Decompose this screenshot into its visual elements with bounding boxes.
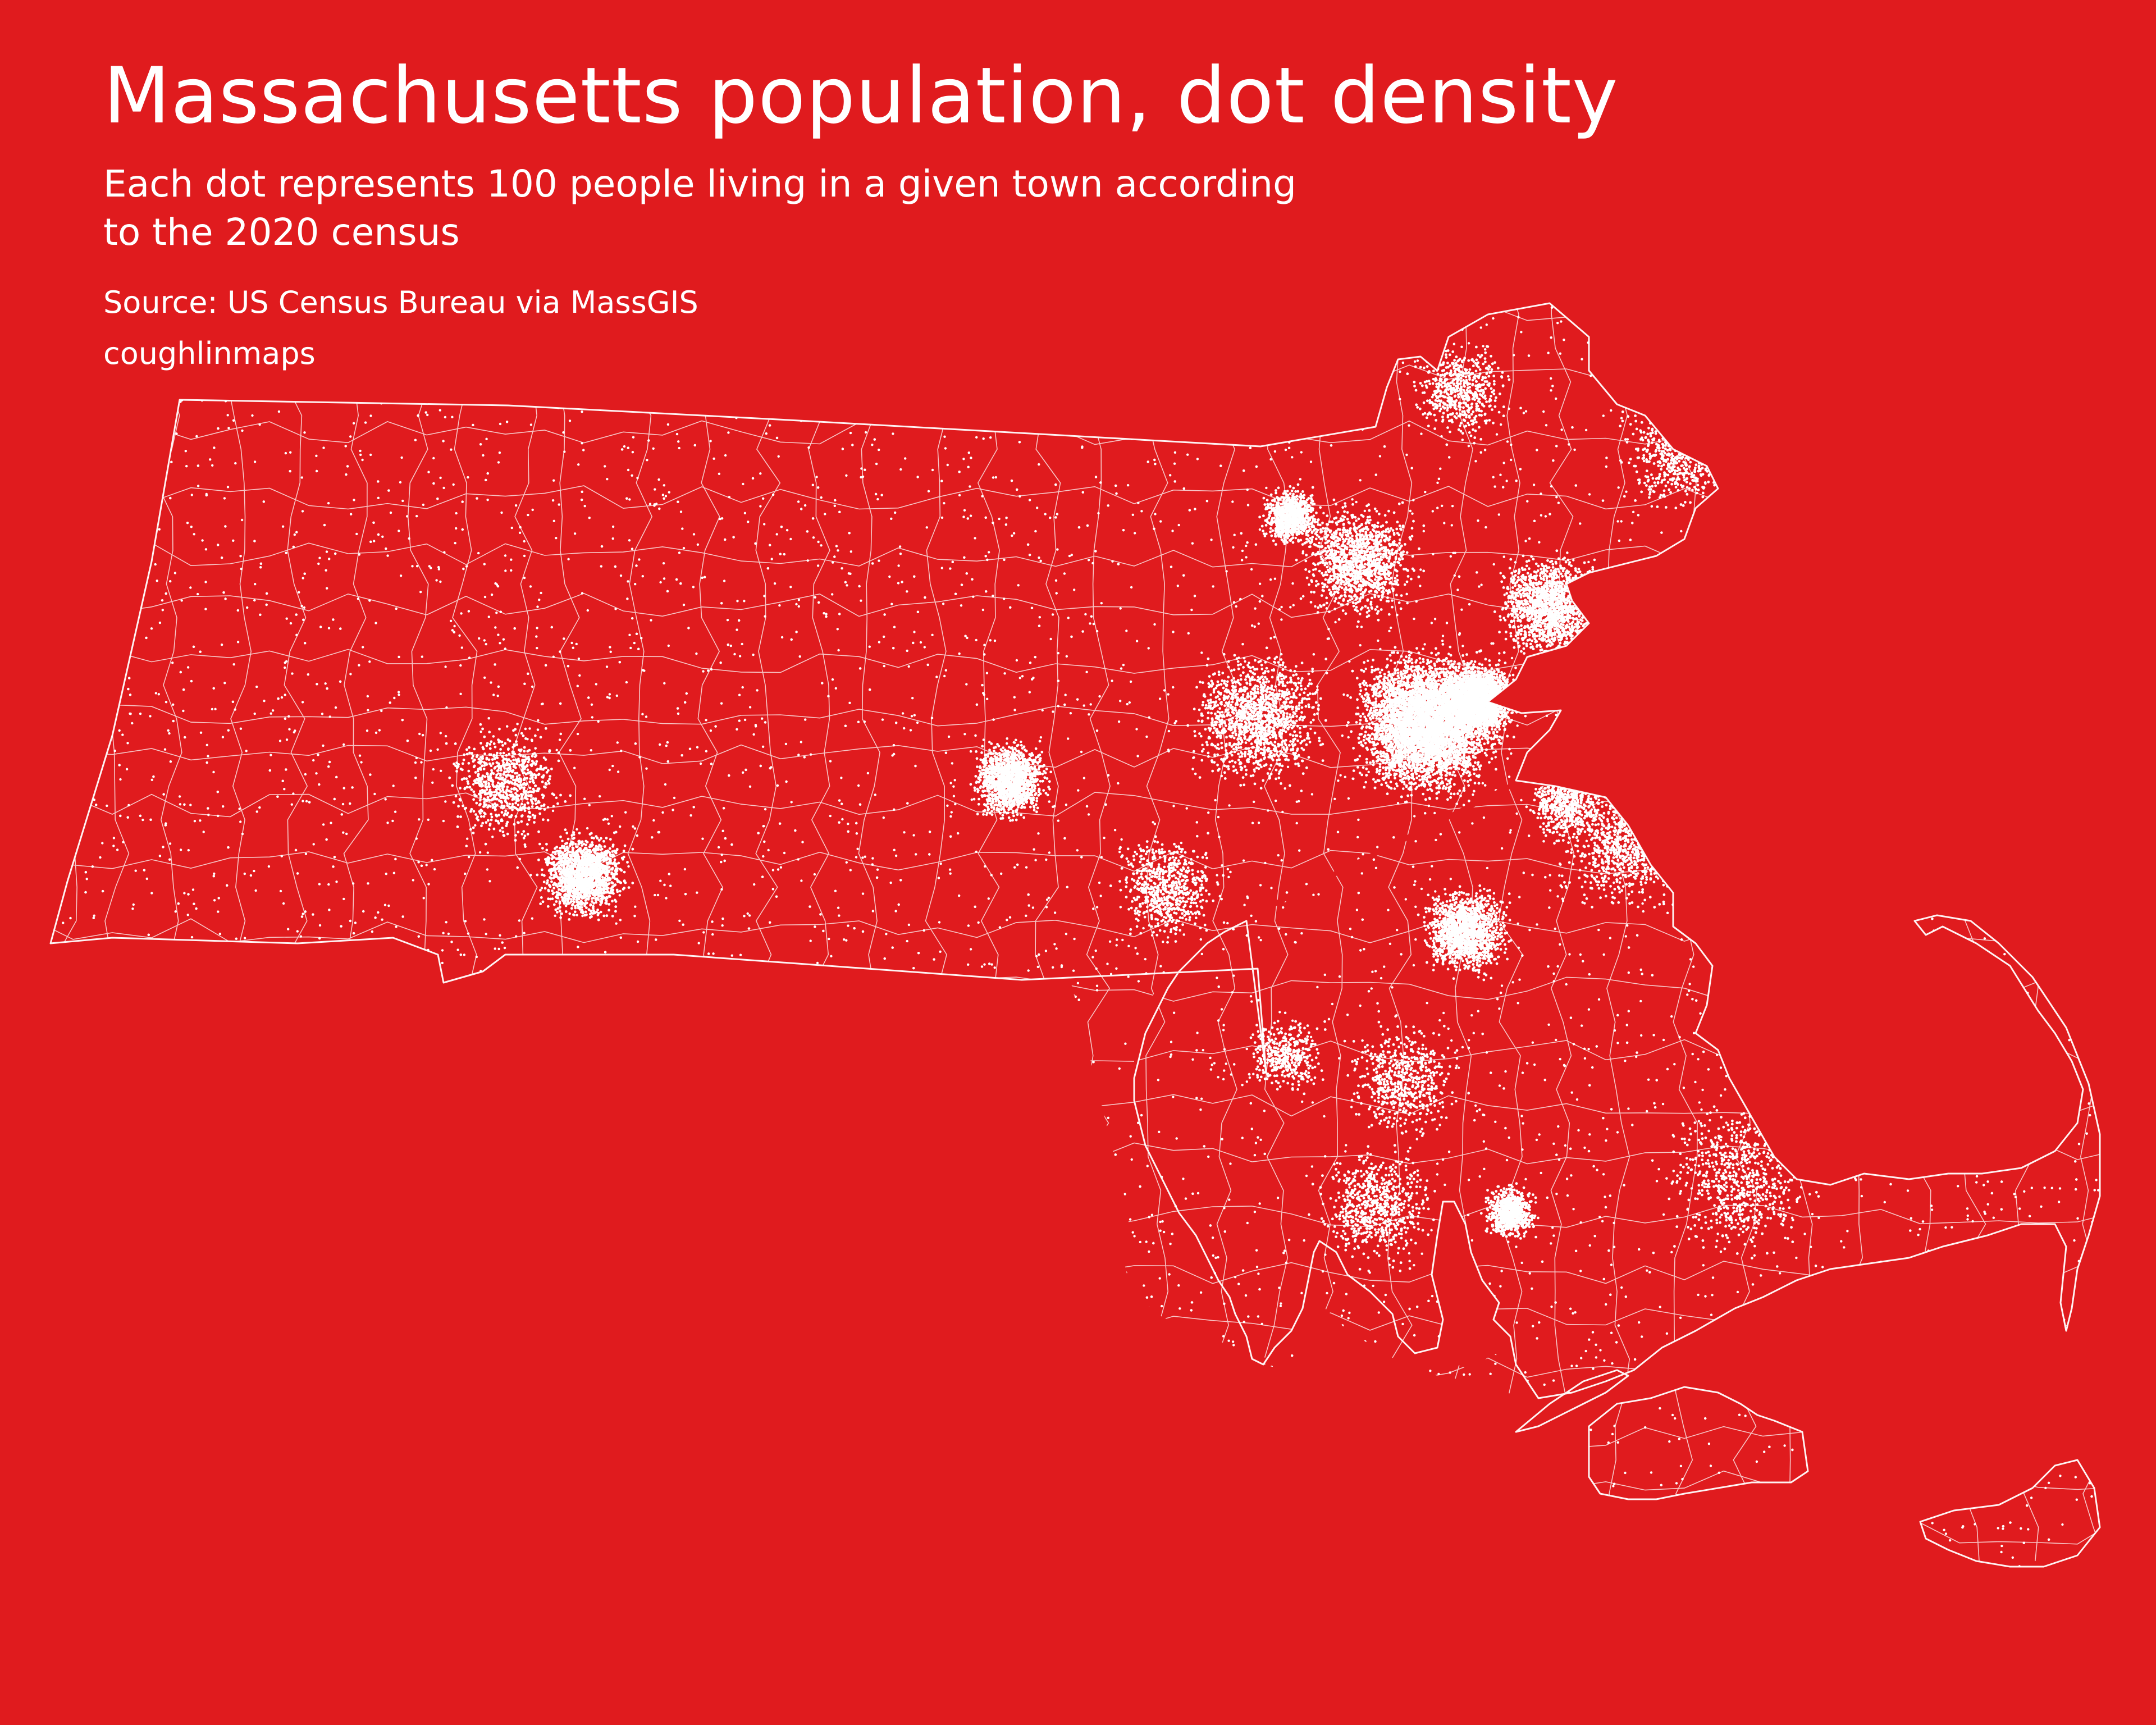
- source-note: Source: US Census Bureau via MassGIS: [103, 277, 1788, 328]
- population-dots: [51, 303, 2100, 1567]
- map-header: Massachusetts population, dot density Ea…: [103, 54, 1788, 380]
- map-credits: Source: US Census Bureau via MassGIS cou…: [103, 277, 1788, 380]
- state-outline: [49, 302, 2101, 1568]
- nantucket-outline: [1919, 1459, 2101, 1568]
- elizabeth-islands-outline: [1515, 1369, 1629, 1433]
- town-boundaries: [51, 303, 2100, 1562]
- marthas-vineyard-outline: [1588, 1386, 1809, 1500]
- map-title: Massachusetts population, dot density: [103, 54, 1788, 138]
- author-credit: coughlinmaps: [103, 328, 1788, 380]
- map-subtitle: Each dot represents 100 people living in…: [103, 160, 1339, 257]
- mainland-outline: [49, 302, 2101, 1399]
